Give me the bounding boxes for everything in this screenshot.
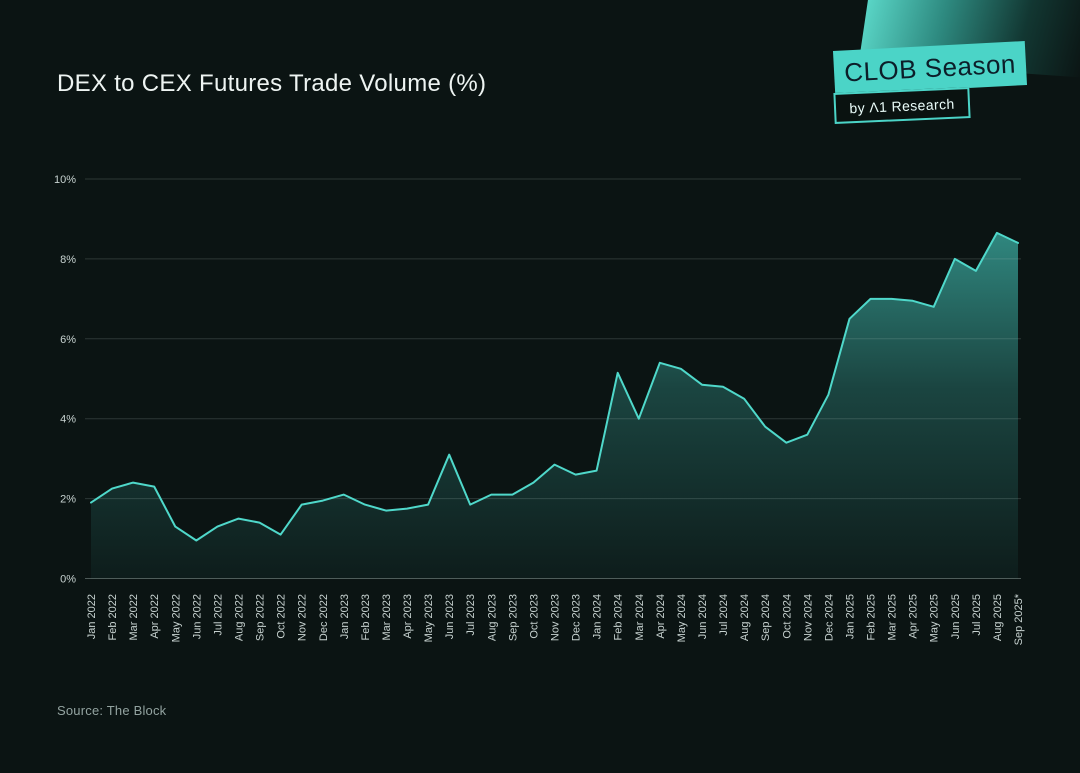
y-tick-label: 6%: [60, 334, 76, 346]
x-tick-label: Nov 2023: [550, 594, 562, 641]
y-tick-label: 0%: [60, 574, 76, 586]
x-tick-label: May 2022: [170, 594, 182, 642]
y-tick-label: 4%: [60, 414, 76, 426]
x-tick-label: Mar 2024: [634, 594, 646, 640]
x-axis-labels: Jan 2022 Feb 2022 Mar 2022 Apr 2022 May 2022…: [86, 593, 1025, 645]
x-tick-label: Sep 2023: [507, 594, 519, 641]
x-tick-label: Dec 2024: [823, 594, 835, 641]
x-tick-label: Apr 2022: [149, 594, 161, 639]
x-tick-label: May 2025: [929, 594, 941, 642]
x-tick-label: Jun 2025: [950, 594, 962, 639]
x-tick-label: Dec 2023: [571, 594, 583, 641]
y-axis-labels: 0% 2% 4% 6% 8% 10%: [54, 174, 76, 586]
x-tick-label: Feb 2024: [613, 594, 625, 640]
x-tick-label: Mar 2025: [887, 594, 899, 640]
x-tick-label: Apr 2024: [655, 594, 667, 639]
x-tick-label: May 2024: [676, 594, 688, 642]
x-tick-label: Aug 2022: [233, 594, 245, 641]
y-tick-label: 10%: [54, 174, 76, 186]
x-tick-label: Jul 2025: [971, 594, 983, 636]
y-tick-label: 8%: [60, 254, 76, 266]
x-tick-label: Feb 2022: [107, 594, 119, 640]
page-title: DEX to CEX Futures Trade Volume (%): [57, 70, 487, 97]
x-tick-label: Feb 2023: [360, 594, 372, 640]
x-tick-label: Jun 2022: [191, 594, 203, 639]
x-tick-label: Jul 2022: [212, 594, 224, 636]
trend-line: [90, 231, 1019, 542]
area-fill: [91, 232, 1018, 579]
x-tick-label: Aug 2023: [486, 594, 498, 641]
source-note: Source: The Block: [57, 703, 167, 718]
x-tick-label: Jun 2023: [444, 594, 456, 639]
x-tick-label: Aug 2024: [739, 594, 751, 641]
x-tick-label: Oct 2023: [528, 594, 540, 639]
x-tick-label: Jul 2023: [465, 594, 477, 636]
y-tick-label: 2%: [60, 494, 76, 506]
x-tick-label: Sep 2024: [760, 594, 772, 641]
x-tick-label: Oct 2022: [276, 594, 288, 639]
x-tick-label: Aug 2025: [992, 594, 1004, 641]
x-tick-label: Jan 2025: [844, 594, 856, 639]
x-tick-label: Jan 2022: [86, 594, 98, 639]
x-tick-label: Nov 2022: [297, 594, 309, 641]
y-gridlines: [85, 178, 1021, 579]
x-tick-label: Jan 2024: [592, 594, 604, 639]
x-tick-label: Mar 2022: [128, 594, 140, 640]
x-tick-label: Feb 2025: [866, 594, 878, 640]
x-tick-label: Dec 2022: [318, 594, 330, 641]
x-tick-label: Mar 2023: [381, 594, 393, 640]
x-tick-label: Nov 2024: [802, 594, 814, 641]
x-tick-label: Oct 2024: [781, 594, 793, 639]
x-tick-label: Jul 2024: [718, 594, 730, 636]
x-tick-label: Jun 2024: [697, 594, 709, 639]
x-tick-label: Apr 2025: [908, 594, 920, 639]
x-tick-label: Apr 2023: [402, 594, 414, 639]
x-tick-label: May 2023: [423, 594, 435, 642]
x-tick-label: Sep 2022: [255, 594, 267, 641]
x-tick-label: Sep 2025*: [1013, 593, 1025, 645]
x-tick-label: Jan 2023: [339, 594, 351, 639]
